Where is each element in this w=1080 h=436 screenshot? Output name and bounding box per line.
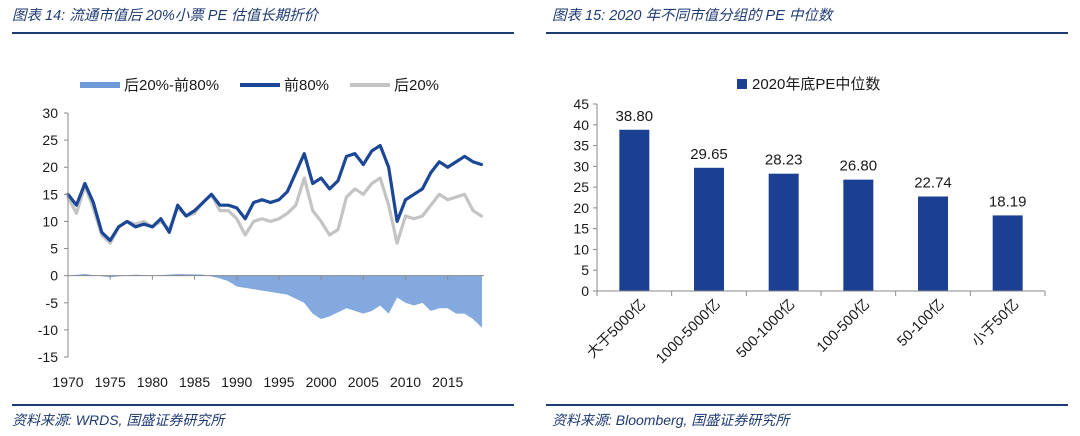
- legend-swatch: [737, 79, 747, 89]
- x-tick-label: 1990: [221, 374, 252, 390]
- bar-value-label: 38.80: [616, 108, 654, 125]
- bar-1: [694, 167, 724, 291]
- y-tick-label: 0: [50, 268, 58, 284]
- x-category-label: 50-100亿: [894, 296, 948, 350]
- y-tick-label: -15: [38, 349, 58, 365]
- right-panel: 图表 15: 2020 年不同市值分组的 PE 中位数 38.80 29.65 28…: [540, 0, 1080, 436]
- x-category-label: 100-500亿: [813, 296, 873, 356]
- x-tick-label: 2010: [390, 374, 421, 390]
- right-source-rule: [546, 404, 1068, 406]
- x-tick-label: 1985: [179, 374, 210, 390]
- y-tick-label: 30: [573, 158, 589, 174]
- right-source: 资料来源: Bloomberg, 国盛证券研究所: [552, 412, 790, 428]
- y-tick-label: 5: [50, 241, 58, 257]
- right-chart: 38.80 29.65 28.23 26.80 22.74 18.19 45 40 35 30 2…: [573, 76, 1046, 367]
- series-top80-line: [66, 143, 484, 243]
- y-tick-label: 30: [42, 105, 58, 121]
- bar-value-label: 18.19: [989, 193, 1027, 210]
- left-source: 资料来源: WRDS, 国盛证券研究所: [12, 412, 225, 428]
- y-tick-label: -5: [46, 295, 59, 311]
- right-title-rule: [546, 32, 1068, 34]
- y-tick-label: 20: [573, 200, 589, 216]
- y-tick-label: 40: [573, 117, 589, 133]
- bar-5: [992, 215, 1023, 291]
- bar-4: [918, 196, 948, 291]
- x-category-label: 1000-5000亿: [653, 296, 724, 367]
- x-tick-label: 2005: [348, 374, 379, 390]
- left-panel: 图表 14: 流通市值后 20%小票 PE 估值长期折价 30 25 20 15 10 5…: [0, 0, 530, 436]
- y-tick-label: 0: [581, 283, 589, 299]
- bar-3: [843, 179, 874, 291]
- bar-value-label: 28.23: [765, 152, 803, 169]
- y-tick-label: 15: [42, 186, 58, 202]
- y-tick-label: 35: [573, 138, 589, 154]
- bar-value-label: 22.74: [914, 175, 952, 192]
- y-tick-label: 15: [573, 221, 589, 237]
- bar-0: [619, 129, 650, 291]
- x-tick-label: 1970: [52, 374, 83, 390]
- x-tick-label: 2015: [432, 374, 463, 390]
- x-tick-label: 1975: [95, 374, 126, 390]
- y-tick-label: 10: [42, 213, 58, 229]
- x-category-label: 小于50亿: [968, 296, 1022, 350]
- left-title-rule: [12, 32, 514, 34]
- bar-value-label: 29.65: [690, 146, 728, 163]
- x-tick-label: 2000: [306, 374, 337, 390]
- legend-spread-label: 后20%-前80%: [124, 77, 219, 94]
- y-tick-label: 25: [42, 132, 58, 148]
- y-tick-label: 20: [42, 159, 58, 175]
- left-chart-title: 图表 14: 流通市值后 20%小票 PE 估值长期折价: [12, 8, 319, 24]
- bar-2: [768, 173, 799, 291]
- x-tick-label: 1980: [137, 374, 168, 390]
- x-category-label: 500-1000亿: [733, 296, 799, 362]
- x-tick-label: 1995: [263, 374, 294, 390]
- legend-bottom20-label: 后20%: [394, 77, 439, 94]
- left-source-rule: [12, 404, 514, 406]
- right-chart-title: 图表 15: 2020 年不同市值分组的 PE 中位数: [552, 8, 833, 24]
- legend-label: 2020年底PE中位数: [752, 76, 880, 93]
- series-spread-bars: [67, 274, 482, 328]
- y-tick-label: 5: [581, 262, 589, 278]
- y-tick-label: 10: [573, 241, 589, 257]
- x-category-label: 大于5000亿: [584, 296, 650, 362]
- legend-top80-label: 前80%: [284, 77, 329, 94]
- y-tick-label: 25: [573, 179, 589, 195]
- series-bottom20-line: [66, 176, 484, 245]
- y-tick-label: -10: [38, 322, 58, 338]
- bar-value-label: 26.80: [840, 158, 878, 175]
- y-tick-label: 45: [573, 96, 589, 112]
